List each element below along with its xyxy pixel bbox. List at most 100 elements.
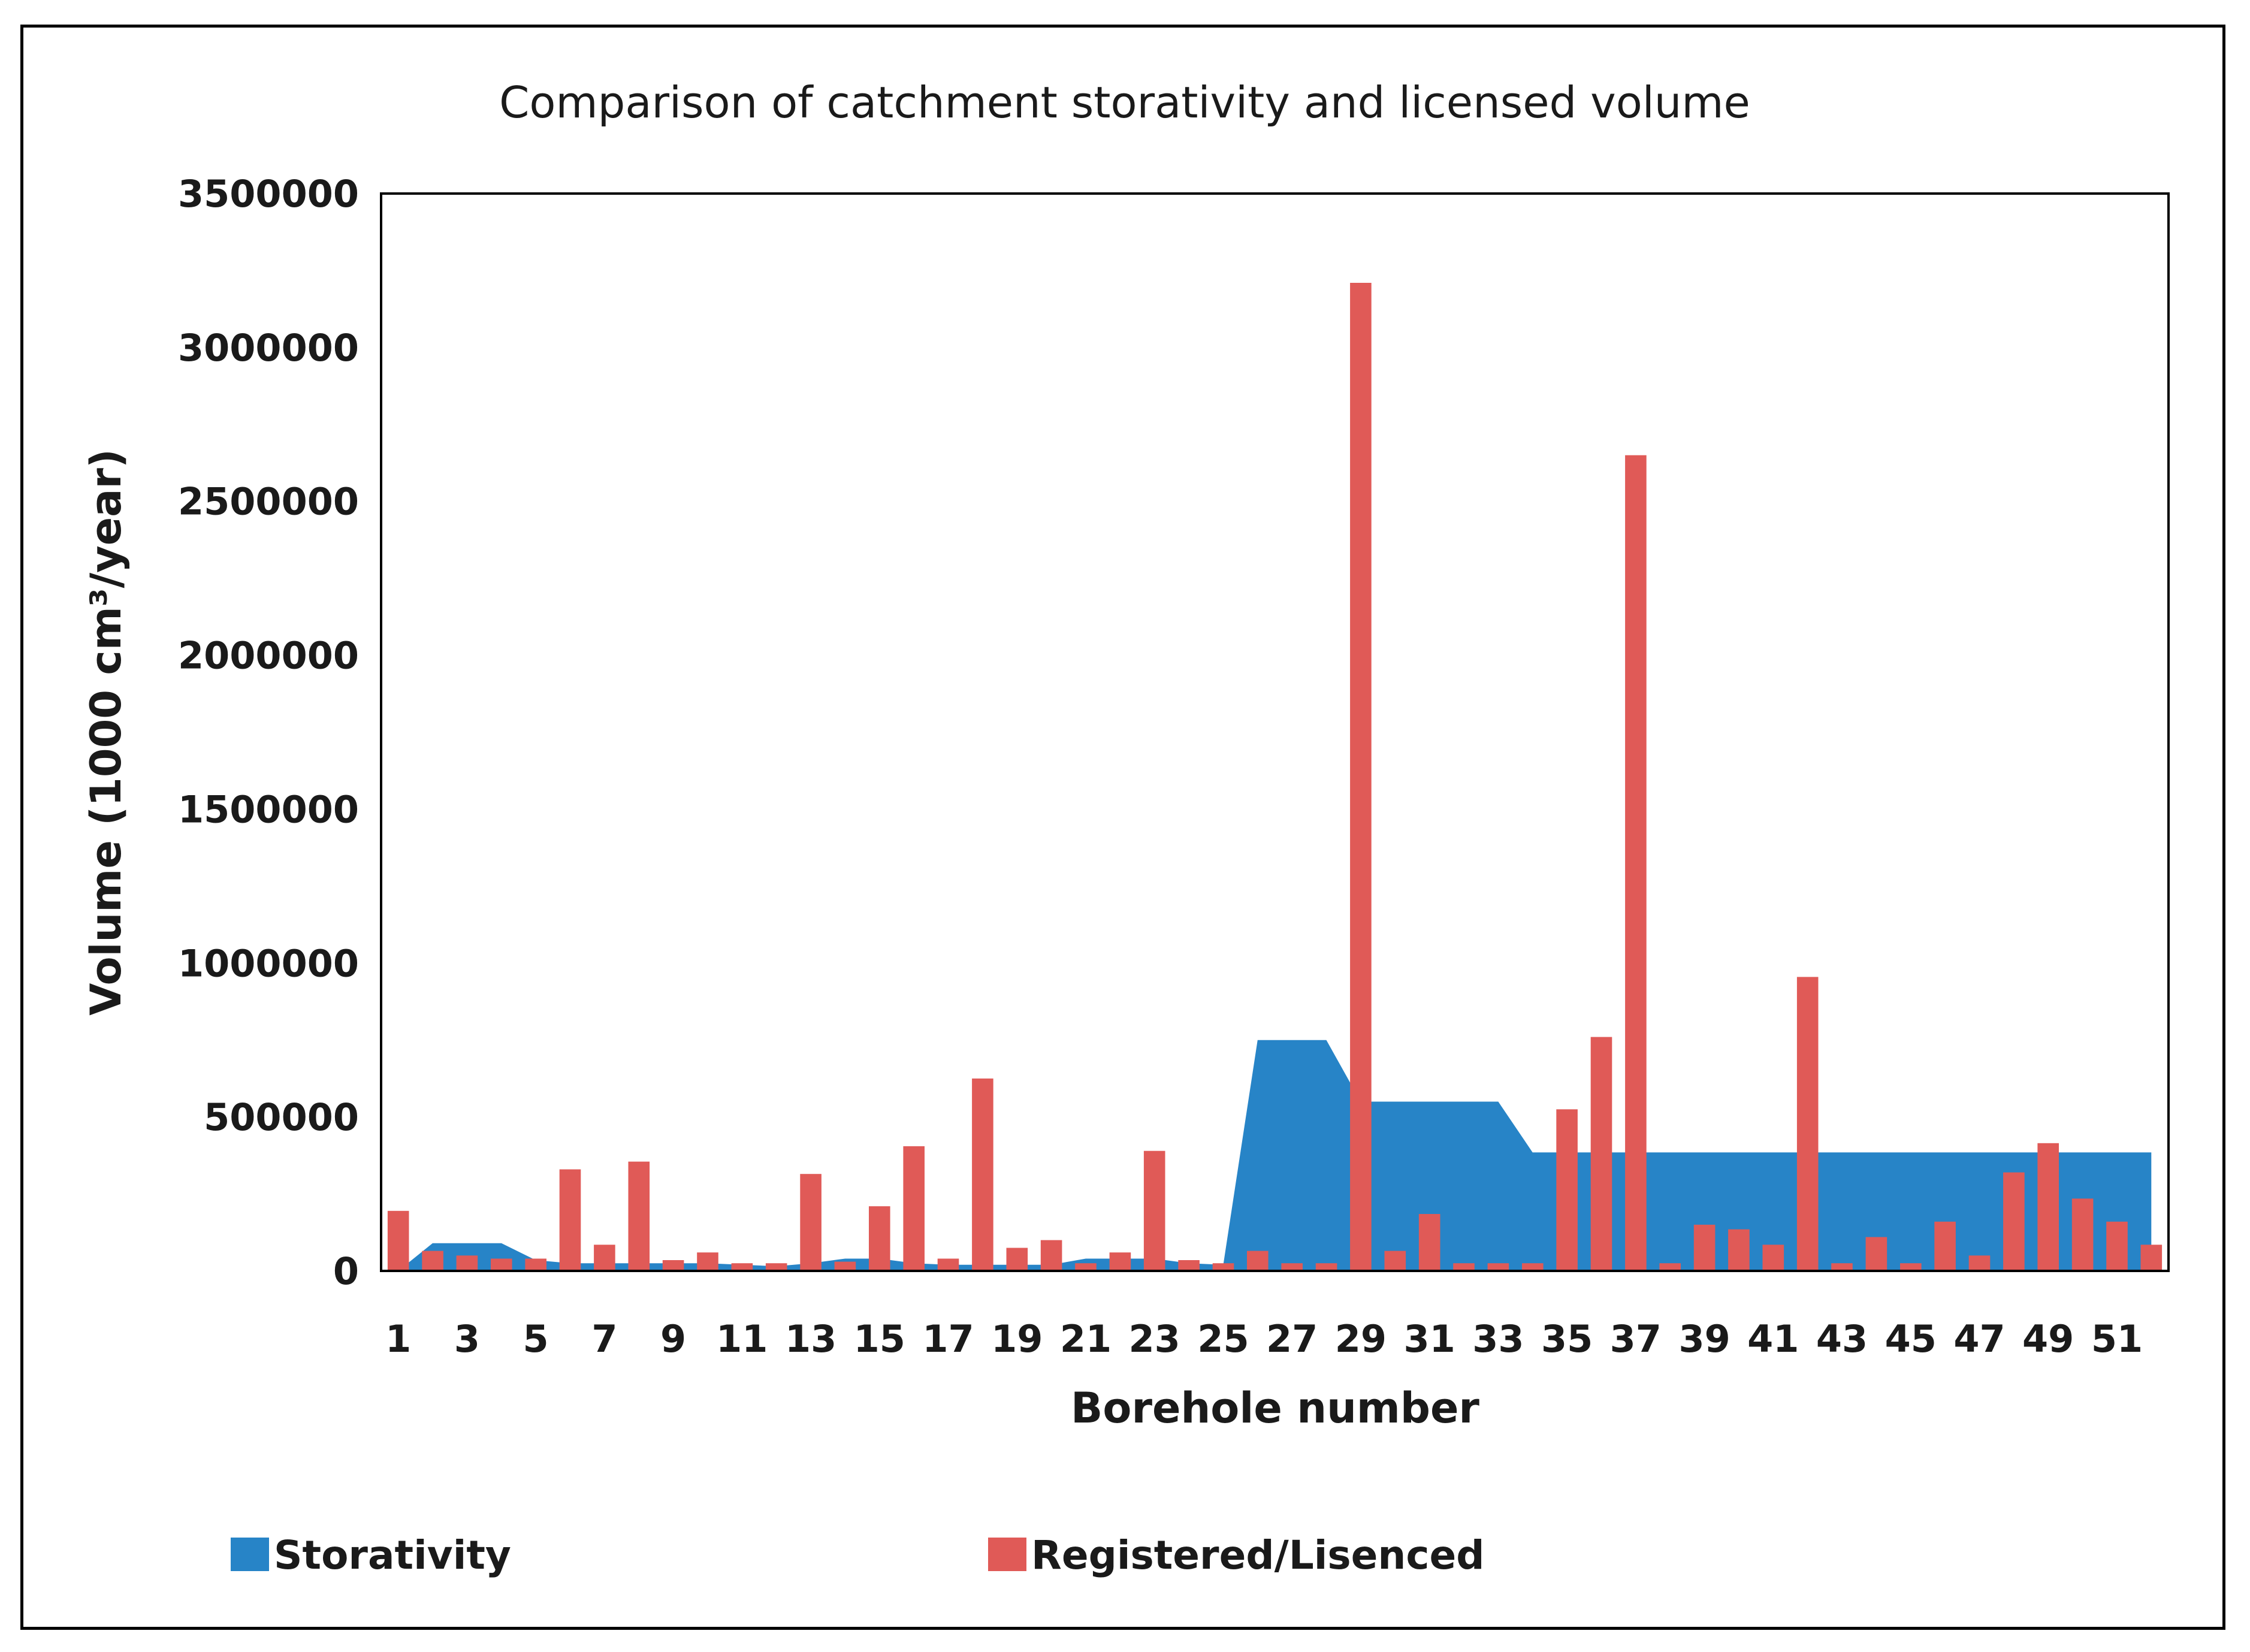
registered-bar-52 (2140, 1245, 2163, 1271)
registered-bar-5 (525, 1258, 546, 1271)
registered-bar-10 (697, 1252, 718, 1271)
registered-bar-12 (765, 1263, 787, 1271)
x-tick-label: 29 (1335, 1317, 1387, 1361)
x-tick-label: 7 (591, 1317, 617, 1361)
registered-bar-34 (1522, 1263, 1544, 1271)
registered-bar-9 (662, 1260, 684, 1271)
x-tick-label: 25 (1197, 1317, 1249, 1361)
registered-bar-28 (1315, 1263, 1337, 1271)
legend: Storativity Registered/Lisenced (231, 1532, 1485, 1578)
y-tick-label: 2000000 (178, 634, 359, 678)
x-tick-label: 1 (385, 1317, 411, 1361)
y-tick-label: 3000000 (178, 326, 359, 370)
y-axis-label: Volume (1000 cm³/year) (81, 449, 131, 1016)
registered-bar-25 (1212, 1263, 1234, 1271)
registered-bar-43 (1831, 1263, 1853, 1271)
plot-area-frame (380, 192, 2170, 1272)
x-tick-label: 5 (523, 1317, 549, 1361)
x-tick-label: 37 (1610, 1317, 1662, 1361)
registered-bar-36 (1590, 1037, 1612, 1271)
registered-bar-19 (1006, 1248, 1028, 1271)
x-tick-label: 15 (854, 1317, 905, 1361)
storativity-area (398, 1040, 2152, 1271)
registered-bar-49 (2037, 1143, 2059, 1271)
x-tick-label: 39 (1678, 1317, 1730, 1361)
y-tick-label: 500000 (204, 1095, 359, 1139)
registered-bar-47 (1968, 1255, 1991, 1271)
registered-bar-layer (387, 283, 2163, 1272)
x-tick-label: 45 (1885, 1317, 1937, 1361)
x-tick-label: 27 (1266, 1317, 1318, 1361)
registered-bar-8 (628, 1161, 650, 1271)
registered-bar-15 (869, 1206, 890, 1271)
registered-bar-45 (1900, 1263, 1922, 1271)
registered-bar-35 (1556, 1109, 1578, 1271)
registered-bar-23 (1143, 1150, 1165, 1271)
x-tick-label: 11 (716, 1317, 768, 1361)
y-tick-label: 2500000 (178, 480, 359, 524)
registered-bar-30 (1384, 1251, 1406, 1271)
registered-bar-1 (387, 1210, 409, 1271)
x-tick-label: 35 (1541, 1317, 1593, 1361)
registered-bar-39 (1693, 1224, 1716, 1271)
registered-bar-3 (456, 1255, 478, 1271)
x-tick-label: 51 (2091, 1317, 2143, 1361)
registered-bar-4 (491, 1258, 512, 1271)
registered-bar-32 (1453, 1263, 1475, 1271)
x-tick-label: 41 (1747, 1317, 1799, 1361)
chart-title: Comparison of catchment storativity and … (499, 77, 1750, 128)
registered-bar-46 (1934, 1221, 1956, 1271)
registered-bar-44 (1865, 1237, 1887, 1271)
chart-svg: Comparison of catchment storativity and … (81, 77, 2170, 1578)
registered-bar-17 (937, 1258, 959, 1271)
registered-bar-22 (1109, 1252, 1131, 1271)
x-tick-label: 31 (1403, 1317, 1455, 1361)
registered-bar-42 (1796, 977, 1819, 1271)
chart-frame: Comparison of catchment storativity and … (20, 25, 2225, 1630)
registered-bar-11 (731, 1263, 753, 1271)
registered-bar-7 (594, 1245, 615, 1271)
registered-bar-24 (1178, 1260, 1200, 1271)
y-axis-ticks: 0 500000 1000000 1500000 2000000 2500000 30000… (178, 172, 359, 1293)
registered-bar-21 (1075, 1263, 1097, 1271)
registered-bar-37 (1625, 455, 1647, 1272)
x-axis-label: Borehole number (1071, 1384, 1479, 1433)
registered-bar-27 (1281, 1263, 1303, 1271)
x-tick-label: 13 (785, 1317, 836, 1361)
registered-bar-31 (1418, 1214, 1440, 1271)
legend-swatch-storativity (231, 1538, 269, 1571)
registered-bar-50 (2071, 1198, 2094, 1271)
y-tick-label: 0 (333, 1249, 359, 1293)
registered-bar-13 (800, 1174, 822, 1271)
x-tick-label: 47 (1953, 1317, 2005, 1361)
registered-bar-26 (1247, 1251, 1269, 1271)
x-tick-label: 3 (454, 1317, 480, 1361)
registered-bar-33 (1487, 1263, 1509, 1271)
x-tick-label: 23 (1129, 1317, 1180, 1361)
x-tick-label: 9 (660, 1317, 686, 1361)
registered-bar-29 (1350, 283, 1372, 1271)
x-tick-label: 21 (1060, 1317, 1112, 1361)
registered-bar-16 (903, 1146, 925, 1271)
legend-label-storativity: Storativity (274, 1532, 511, 1578)
x-tick-label: 17 (922, 1317, 974, 1361)
legend-swatch-registered (988, 1538, 1026, 1571)
registered-bar-14 (834, 1261, 856, 1271)
registered-bar-40 (1728, 1229, 1750, 1271)
y-tick-label: 1000000 (178, 941, 359, 985)
registered-bar-6 (559, 1169, 581, 1271)
registered-bar-51 (2106, 1221, 2128, 1271)
registered-bar-41 (1762, 1245, 1784, 1271)
x-tick-label: 43 (1816, 1317, 1868, 1361)
registered-bar-2 (422, 1251, 443, 1271)
y-tick-label: 1500000 (178, 787, 359, 831)
registered-bar-20 (1040, 1240, 1062, 1271)
x-tick-label: 19 (991, 1317, 1043, 1361)
registered-bar-18 (972, 1078, 993, 1271)
x-tick-label: 49 (2022, 1317, 2074, 1361)
legend-label-registered: Registered/Lisenced (1031, 1532, 1485, 1578)
y-tick-label: 3500000 (178, 172, 359, 216)
registered-bar-48 (2003, 1172, 2025, 1271)
registered-bar-38 (1659, 1263, 1681, 1271)
x-tick-label: 33 (1472, 1317, 1524, 1361)
